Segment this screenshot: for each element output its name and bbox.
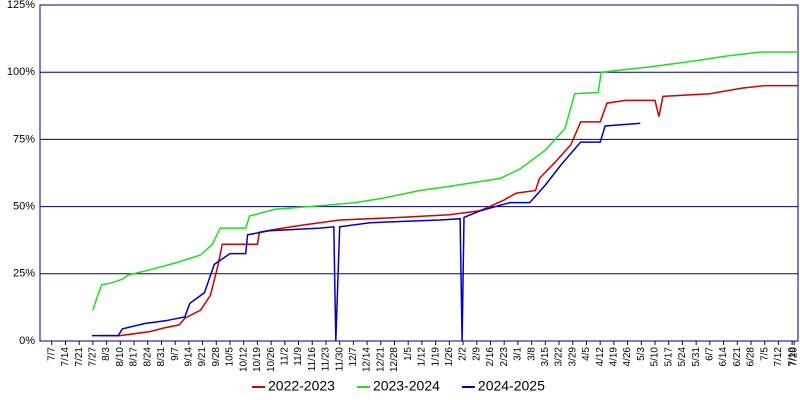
x-tick-label: 8/17 <box>129 347 140 367</box>
y-tick-label: 25% <box>13 268 35 280</box>
x-tick-label: 4/26 <box>622 347 633 367</box>
x-tick-label: 6/28 <box>746 347 757 367</box>
x-tick-label: 11/16 <box>307 347 318 372</box>
legend-label: 2022-2023 <box>268 378 335 394</box>
x-tick-label: 8/31 <box>156 347 167 367</box>
x-tick-label: 12/21 <box>375 347 386 372</box>
x-tick-label: 3/15 <box>540 347 551 367</box>
x-tick-label: 1/26 <box>444 347 455 367</box>
x-tick-label: 9/21 <box>197 347 208 367</box>
x-tick-label: 5/31 <box>691 347 702 367</box>
x-tick-label: 10/19 <box>252 347 263 372</box>
x-tick-label: 7/21 <box>74 347 85 367</box>
y-tick-label: 125% <box>7 0 35 11</box>
x-tick-label: 2/23 <box>499 347 510 367</box>
plot-frame <box>39 4 799 342</box>
x-tick-label: 1/5 <box>403 347 414 361</box>
x-tick-label: 11/30 <box>334 347 345 372</box>
x-tick-label: 2/16 <box>485 347 496 367</box>
legend-label: 2023-2024 <box>373 378 440 394</box>
x-tick-label: 12/28 <box>389 347 400 372</box>
legend-label: 2024-2025 <box>478 378 545 394</box>
x-tick-label: 12/7 <box>348 347 359 367</box>
x-tick-label: 3/29 <box>567 347 578 367</box>
x-tick-label: 3/8 <box>526 347 537 361</box>
series-line <box>99 84 798 337</box>
x-tick-label: 3/1 <box>513 347 524 361</box>
x-tick-label: 11/23 <box>321 347 332 372</box>
x-tick-label: 8/24 <box>142 347 153 367</box>
x-tick-label: 7/19 <box>787 347 798 367</box>
x-tick-label: 3/22 <box>554 347 565 367</box>
x-tick-label: 8/10 <box>115 347 126 367</box>
x-tick-label: 7/5 <box>759 347 770 361</box>
x-tick-label: 2/9 <box>471 347 482 361</box>
x-tick-label: 7/7 <box>46 347 57 361</box>
x-tick-label: 8/3 <box>101 347 112 361</box>
x-tick-label: 12/14 <box>362 347 373 372</box>
x-tick-label: 9/7 <box>170 347 181 361</box>
x-tick-label: 5/24 <box>677 347 688 367</box>
x-tick-label: 7/20 <box>789 347 800 367</box>
x-tick-label: 9/28 <box>211 347 222 367</box>
y-tick-label: 0% <box>19 335 35 347</box>
y-tick-label: 100% <box>7 66 35 78</box>
x-tick-label: 7/27 <box>88 347 99 367</box>
x-tick-label: 4/5 <box>581 347 592 361</box>
x-tick-label: 11/9 <box>293 347 304 366</box>
x-tick-label: 9/14 <box>183 347 194 367</box>
y-tick-label: 75% <box>13 133 35 145</box>
x-tick-label: 5/17 <box>663 347 674 367</box>
series-line <box>92 51 798 311</box>
x-tick-label: 7/14 <box>60 347 71 367</box>
x-tick-label: 1/19 <box>430 347 441 367</box>
x-tick-label: 4/19 <box>609 347 620 367</box>
x-tick-label: 1/12 <box>417 347 428 367</box>
x-tick-label: 10/26 <box>266 347 277 372</box>
x-tick-label: 5/10 <box>650 347 661 367</box>
x-tick-label: 7/12 <box>773 347 784 367</box>
x-tick-label: 6/7 <box>705 347 716 361</box>
x-tick-label: 2/2 <box>458 347 469 361</box>
x-tick-label: 4/12 <box>595 347 606 367</box>
x-tick-label: 11/2 <box>279 347 290 366</box>
series-line <box>91 122 641 342</box>
x-tick-label: 6/21 <box>732 347 743 367</box>
x-tick-label: 10/5 <box>225 347 236 367</box>
x-tick-label: 10/12 <box>238 347 249 372</box>
x-tick-label: 6/14 <box>718 347 729 367</box>
y-tick-label: 50% <box>13 201 35 213</box>
x-tick-label: 5/3 <box>636 347 647 361</box>
